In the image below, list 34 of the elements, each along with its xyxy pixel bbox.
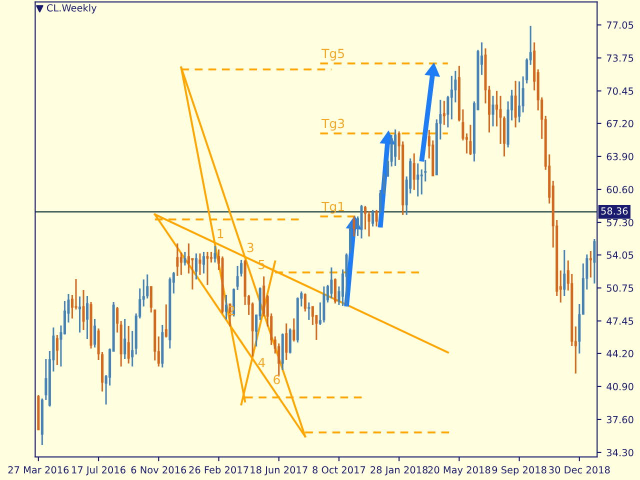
x-tick-label: 20 May 2018 bbox=[428, 466, 490, 476]
chart-title: CL.Weekly bbox=[46, 4, 97, 14]
y-tick-label: 70.45 bbox=[606, 87, 634, 95]
y-tick-label: 34.30 bbox=[606, 448, 634, 456]
y-tick-label: 40.90 bbox=[606, 382, 634, 390]
y-tick-label: 77.05 bbox=[606, 21, 634, 29]
annotation: 4 bbox=[258, 358, 265, 368]
x-tick-label: 30 Dec 2018 bbox=[549, 466, 610, 474]
x-tick-label: 8 Oct 2017 bbox=[312, 466, 366, 474]
annotation: 6 bbox=[274, 374, 280, 384]
y-tick-label: 47.45 bbox=[606, 318, 634, 325]
y-tick-label: 73.75 bbox=[606, 54, 634, 62]
annotation: Tg1 bbox=[322, 202, 344, 214]
x-tick-label: 18 Jun 2017 bbox=[250, 466, 308, 476]
x-tick-label: 6 Nov 2016 bbox=[131, 466, 186, 474]
annotation: 2 bbox=[228, 306, 234, 316]
annotation: Tg3 bbox=[322, 118, 344, 131]
y-tick-label: 63.90 bbox=[606, 152, 634, 160]
y-tick-label: 54.05 bbox=[606, 251, 634, 259]
ref-line-label: 58.36 bbox=[601, 207, 628, 215]
annotation: 3 bbox=[247, 242, 254, 252]
x-tick-label: 9 Sep 2018 bbox=[492, 466, 546, 476]
y-tick-label: 67.20 bbox=[606, 120, 634, 128]
annotation: 1 bbox=[218, 228, 224, 238]
y-tick-label: 60.60 bbox=[606, 186, 634, 194]
y-tick-label: 44.20 bbox=[606, 350, 634, 358]
y-tick-label: 37.60 bbox=[606, 416, 634, 424]
x-tick-label: 27 Mar 2016 bbox=[8, 466, 69, 474]
x-tick-label: 26 Feb 2017 bbox=[189, 466, 248, 474]
x-tick-label: 28 Jan 2018 bbox=[370, 466, 428, 476]
y-tick-label: 50.75 bbox=[606, 284, 634, 292]
x-tick-label: 17 Jul 2016 bbox=[72, 466, 126, 476]
annotation: Tg5 bbox=[322, 48, 344, 61]
y-tick-label: 57.30 bbox=[606, 218, 634, 226]
